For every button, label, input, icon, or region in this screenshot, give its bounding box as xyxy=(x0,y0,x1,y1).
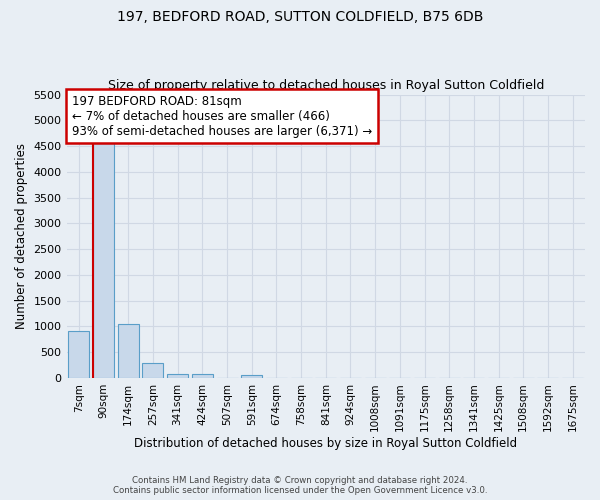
X-axis label: Distribution of detached houses by size in Royal Sutton Coldfield: Distribution of detached houses by size … xyxy=(134,437,517,450)
Text: Contains HM Land Registry data © Crown copyright and database right 2024.
Contai: Contains HM Land Registry data © Crown c… xyxy=(113,476,487,495)
Bar xyxy=(118,324,139,378)
Text: 197 BEDFORD ROAD: 81sqm
← 7% of detached houses are smaller (466)
93% of semi-de: 197 BEDFORD ROAD: 81sqm ← 7% of detached… xyxy=(72,94,372,138)
Bar xyxy=(192,374,213,378)
Title: Size of property relative to detached houses in Royal Sutton Coldfield: Size of property relative to detached ho… xyxy=(107,79,544,92)
Bar xyxy=(167,374,188,378)
Bar xyxy=(142,364,163,378)
Bar xyxy=(93,144,114,378)
Bar xyxy=(241,376,262,378)
Bar xyxy=(68,332,89,378)
Text: 197, BEDFORD ROAD, SUTTON COLDFIELD, B75 6DB: 197, BEDFORD ROAD, SUTTON COLDFIELD, B75… xyxy=(117,10,483,24)
Y-axis label: Number of detached properties: Number of detached properties xyxy=(15,143,28,329)
